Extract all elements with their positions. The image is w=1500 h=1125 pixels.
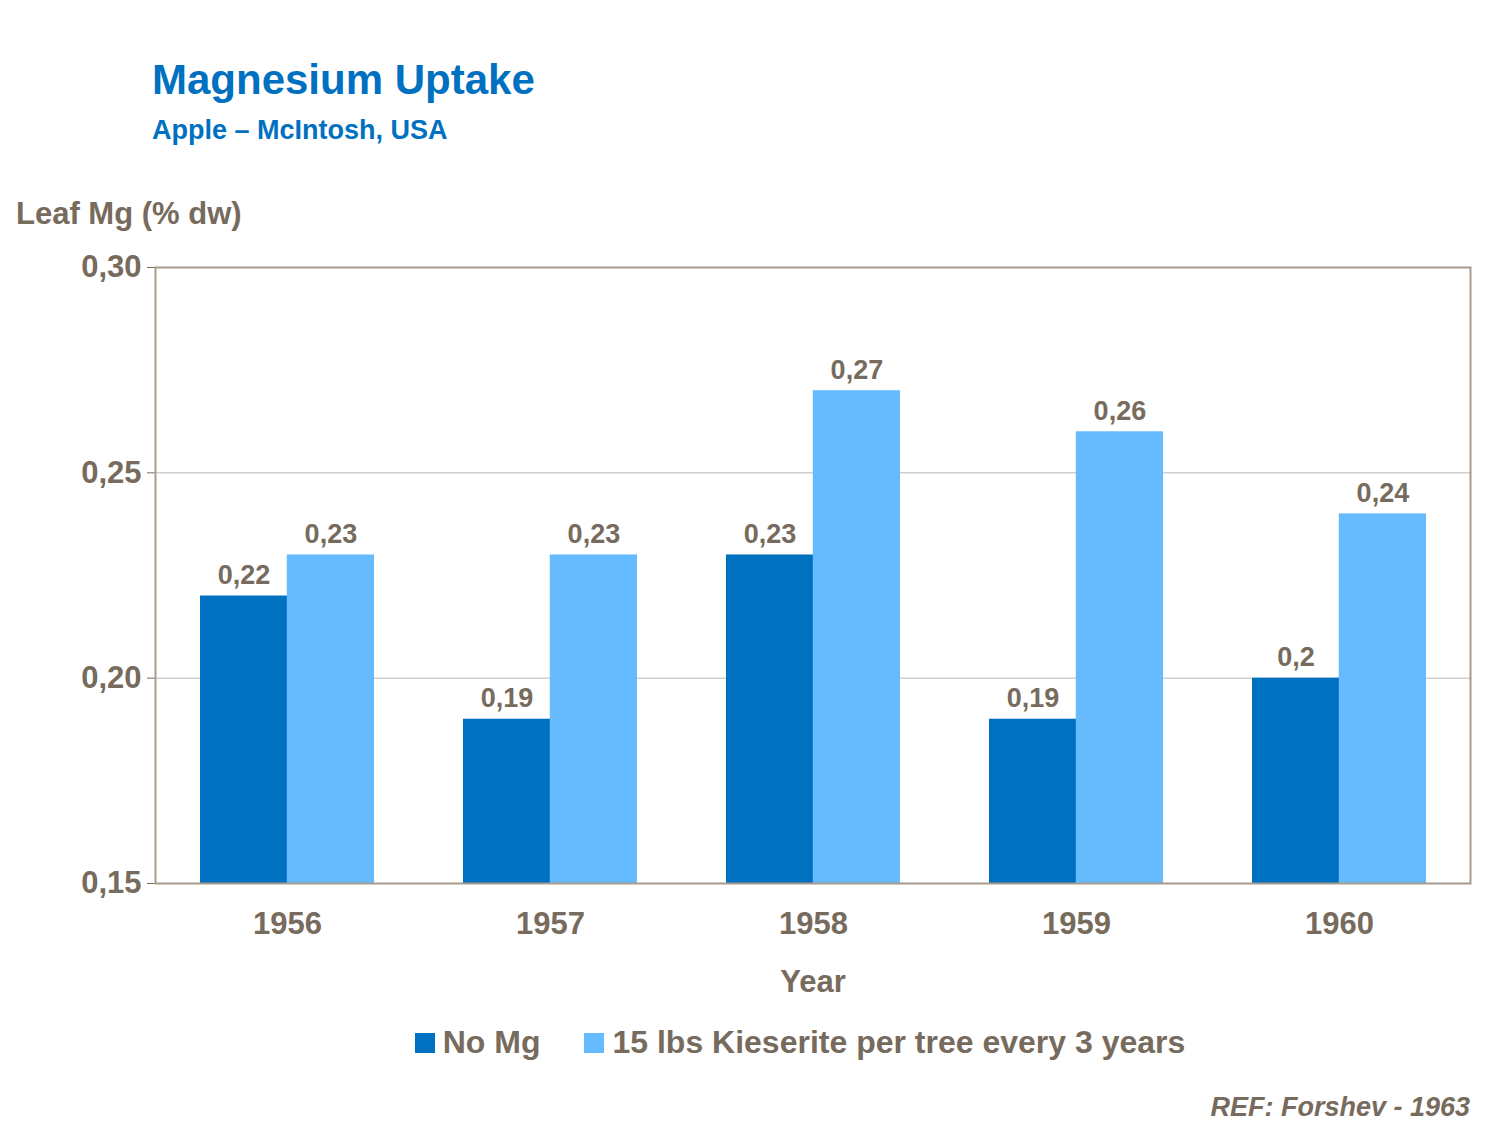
svg-text:Year: Year — [780, 964, 846, 999]
svg-text:0,24: 0,24 — [1357, 478, 1410, 508]
svg-text:0,26: 0,26 — [1094, 396, 1147, 426]
svg-text:1960: 1960 — [1305, 906, 1374, 941]
html-text:REF: Forshev - 1963: REF: Forshev - 1963 — [1210, 1092, 1470, 1122]
svg-text:0,23: 0,23 — [568, 519, 621, 549]
svg-text:0,23: 0,23 — [305, 519, 358, 549]
html-text:No Mg: No Mg — [442, 1024, 541, 1060]
html-text:Apple – McIntosh, USA: Apple – McIntosh, USA — [152, 115, 448, 145]
svg-text:1957: 1957 — [516, 906, 585, 941]
svg-text:1959: 1959 — [1042, 906, 1111, 941]
svg-text:0,22: 0,22 — [218, 560, 271, 590]
svg-text:1958: 1958 — [779, 906, 848, 941]
svg-text:0,27: 0,27 — [831, 355, 884, 385]
html-text:Leaf Mg (% dw): Leaf Mg (% dw) — [16, 196, 242, 231]
svg-text:0,30: 0,30 — [81, 249, 141, 284]
svg-text:0,15: 0,15 — [81, 865, 141, 900]
svg-text:0,19: 0,19 — [1007, 683, 1060, 713]
svg-text:0,2: 0,2 — [1277, 642, 1315, 672]
svg-text:1956: 1956 — [253, 906, 322, 941]
html-text:15 lbs Kieserite per tree ever: 15 lbs Kieserite per tree every 3 years — [612, 1024, 1186, 1060]
svg-text:0,25: 0,25 — [81, 455, 141, 490]
svg-text:0,23: 0,23 — [744, 519, 797, 549]
html-text:Magnesium Uptake: Magnesium Uptake — [152, 56, 535, 103]
svg-text:0,20: 0,20 — [81, 660, 141, 695]
svg-text:0,19: 0,19 — [481, 683, 534, 713]
